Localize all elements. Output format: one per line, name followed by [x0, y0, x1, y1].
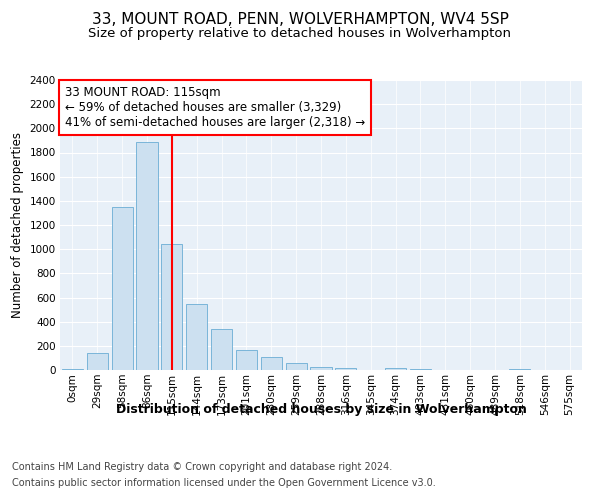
- Text: Contains public sector information licensed under the Open Government Licence v3: Contains public sector information licen…: [12, 478, 436, 488]
- Bar: [310, 367, 332, 370]
- Bar: [112, 207, 133, 370]
- Bar: [286, 363, 307, 370]
- Bar: [236, 350, 257, 370]
- Bar: [261, 356, 282, 370]
- Bar: [335, 368, 356, 370]
- Text: 33 MOUNT ROAD: 115sqm
← 59% of detached houses are smaller (3,329)
41% of semi-d: 33 MOUNT ROAD: 115sqm ← 59% of detached …: [65, 86, 365, 129]
- Bar: [136, 142, 158, 370]
- Text: Distribution of detached houses by size in Wolverhampton: Distribution of detached houses by size …: [116, 402, 526, 415]
- Y-axis label: Number of detached properties: Number of detached properties: [11, 132, 24, 318]
- Text: Contains HM Land Registry data © Crown copyright and database right 2024.: Contains HM Land Registry data © Crown c…: [12, 462, 392, 472]
- Bar: [211, 329, 232, 370]
- Bar: [186, 304, 207, 370]
- Bar: [385, 368, 406, 370]
- Text: 33, MOUNT ROAD, PENN, WOLVERHAMPTON, WV4 5SP: 33, MOUNT ROAD, PENN, WOLVERHAMPTON, WV4…: [92, 12, 508, 28]
- Text: Size of property relative to detached houses in Wolverhampton: Size of property relative to detached ho…: [89, 28, 511, 40]
- Bar: [161, 244, 182, 370]
- Bar: [87, 353, 108, 370]
